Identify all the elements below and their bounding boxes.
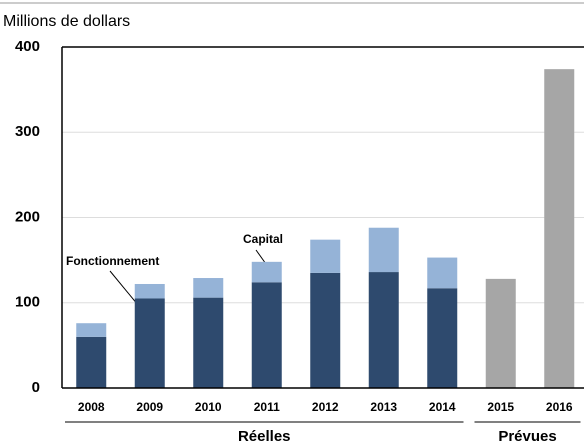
bar-segment xyxy=(368,272,399,388)
bar-segment xyxy=(427,288,458,388)
y-tick-label: 400 xyxy=(15,38,40,55)
group-label: Prévues xyxy=(498,428,556,445)
bar-segment xyxy=(368,227,399,273)
y-tick-label: 100 xyxy=(15,294,40,311)
y-tick-label: 200 xyxy=(15,208,40,225)
bar-segment xyxy=(251,261,282,283)
bar-segment xyxy=(193,278,224,298)
bar-segment xyxy=(310,239,341,273)
x-tick-label: 2015 xyxy=(487,400,514,414)
x-tick-label: 2011 xyxy=(254,400,280,414)
bar-segment xyxy=(76,336,107,388)
bar-segment xyxy=(76,323,107,337)
bar-segment xyxy=(427,257,458,289)
y-tick-label: 300 xyxy=(15,123,40,140)
bar-segment xyxy=(544,69,575,388)
group-label: Réelles xyxy=(238,428,291,445)
bar-segment xyxy=(134,298,165,388)
annotation: Capital xyxy=(243,232,283,246)
x-tick-label: 2013 xyxy=(370,400,397,414)
bar-segment xyxy=(251,282,282,388)
bar-segment xyxy=(193,297,224,388)
x-tick-label: 2014 xyxy=(429,400,456,414)
leader-line xyxy=(255,249,267,265)
x-tick-label: 2010 xyxy=(195,400,222,414)
y-axis-label: Millions de dollars xyxy=(3,13,130,30)
x-tick-label: 2008 xyxy=(78,400,105,414)
bar-segment xyxy=(134,283,165,299)
bar-segment xyxy=(310,272,341,388)
x-tick-label: 2016 xyxy=(546,400,573,414)
x-tick-label: 2009 xyxy=(136,400,163,414)
annotation: Fonctionnement xyxy=(66,254,159,268)
y-tick-label: 0 xyxy=(32,379,40,396)
bar-segment xyxy=(485,278,516,388)
x-tick-label: 2012 xyxy=(312,400,339,414)
